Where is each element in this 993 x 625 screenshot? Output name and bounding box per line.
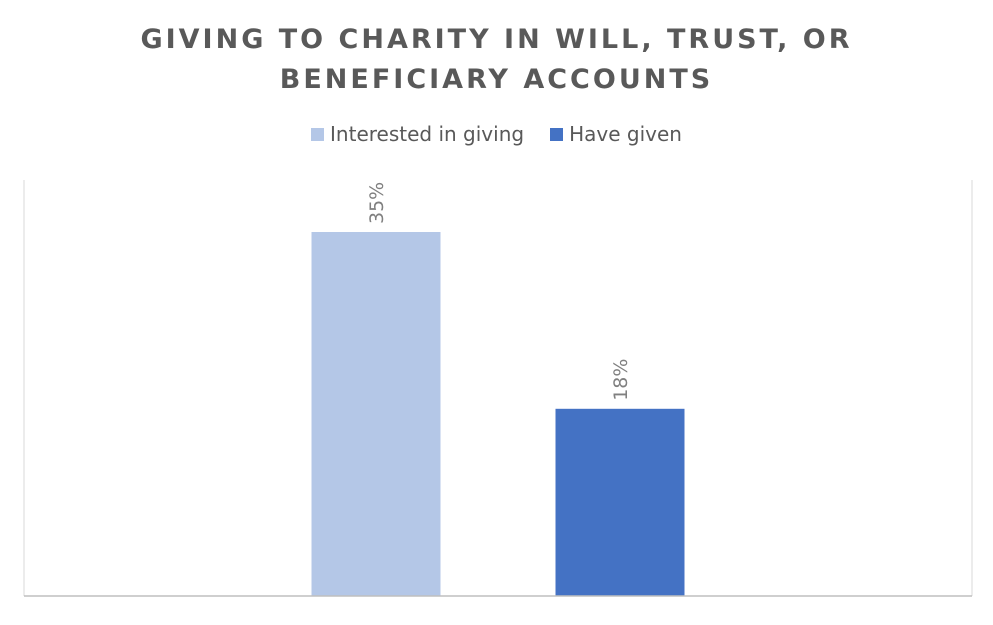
legend-item-have-given: Have given <box>550 122 682 146</box>
chart-title: GIVING TO CHARITY IN WILL, TRUST, OR BEN… <box>0 20 993 100</box>
bar-interested-in-giving <box>311 232 441 596</box>
data-label-interested-in-giving: 35% <box>366 182 388 224</box>
data-label-have-given: 18% <box>610 359 632 401</box>
legend-swatch-have-given <box>550 127 564 141</box>
legend-swatch-interested <box>311 127 325 141</box>
chart-title-line-1: GIVING TO CHARITY IN WILL, TRUST, OR <box>140 24 853 55</box>
legend-label-have-given: Have given <box>569 122 682 146</box>
chart-legend: Interested in giving Have given <box>0 122 993 146</box>
chart-title-line-2: BENEFICIARY ACCOUNTS <box>279 64 714 95</box>
legend-label-interested: Interested in giving <box>330 122 525 146</box>
bar-have-given <box>555 408 685 596</box>
legend-item-interested: Interested in giving <box>311 122 524 146</box>
